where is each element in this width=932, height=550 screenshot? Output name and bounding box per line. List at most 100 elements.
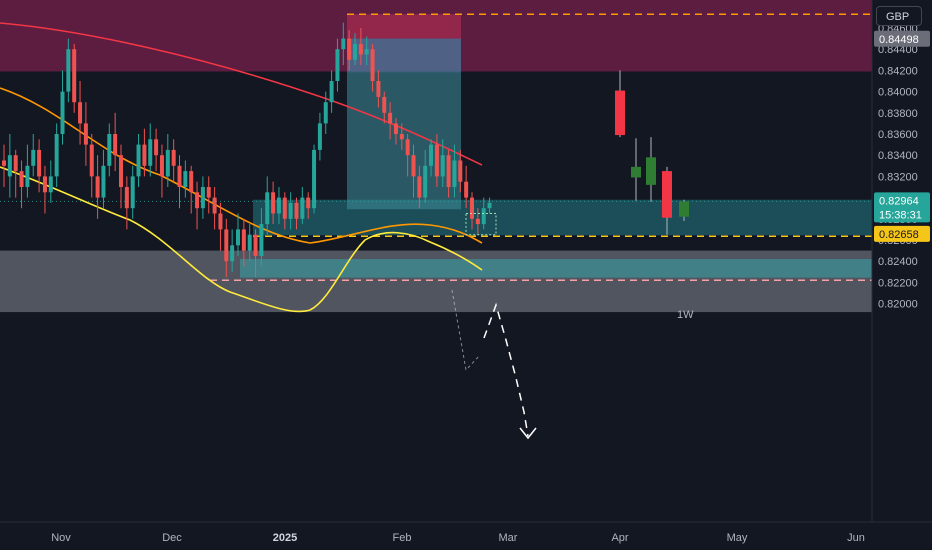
plot-area[interactable] — [0, 0, 872, 440]
price-tick: 0.82000 — [878, 299, 918, 311]
price-tick: 0.84000 — [878, 87, 918, 99]
daily-candle — [195, 192, 200, 209]
daily-candle — [470, 197, 474, 219]
daily-candle — [218, 213, 223, 230]
daily-candle — [107, 134, 112, 166]
projection-box — [465, 213, 497, 236]
ma-red-line — [0, 22, 483, 166]
short-stop-box — [347, 14, 461, 39]
daily-candle — [312, 149, 317, 209]
daily-candle — [282, 197, 287, 219]
projected-path — [483, 302, 529, 437]
daily-candle — [189, 171, 194, 193]
weekly-candle — [631, 166, 641, 178]
timeframe-label: 1W — [677, 309, 694, 321]
daily-candle — [78, 102, 83, 124]
daily-candle — [423, 165, 428, 198]
weekly-candle — [679, 201, 689, 217]
daily-candle — [411, 155, 416, 177]
daily-candle — [19, 171, 24, 187]
daily-candle — [54, 134, 59, 177]
daily-candle — [288, 202, 293, 219]
ma-orange-line — [0, 87, 483, 244]
daily-candle — [376, 81, 381, 97]
daily-candle — [323, 102, 328, 124]
daily-candle — [364, 49, 369, 55]
daily-candle — [347, 38, 352, 60]
daily-candle — [265, 192, 270, 225]
daily-candle — [183, 171, 188, 187]
daily-candle — [119, 155, 123, 187]
daily-candle — [124, 187, 129, 209]
daily-candle — [206, 187, 211, 198]
daily-candle — [42, 176, 47, 193]
daily-candle — [417, 176, 422, 198]
daily-candle — [429, 144, 434, 166]
currency-button[interactable]: GBP — [876, 6, 922, 26]
daily-candle — [230, 245, 235, 262]
weekly-candle — [662, 171, 672, 218]
daily-candle — [405, 139, 410, 156]
daily-candle — [200, 187, 205, 209]
daily-candle — [142, 144, 147, 166]
daily-candle — [487, 202, 492, 209]
daily-candle — [171, 149, 176, 166]
daily-candle — [89, 144, 94, 177]
time-tick: May — [727, 532, 748, 544]
time-tick: Mar — [499, 532, 518, 544]
daily-candle — [458, 160, 463, 182]
price-tick: 0.83800 — [878, 108, 918, 120]
time-axis[interactable]: Nov Dec 2025 Feb Mar Apr May Jun — [51, 532, 865, 544]
daily-candle — [83, 123, 88, 145]
daily-candle — [259, 224, 264, 256]
daily-candle — [475, 218, 480, 225]
price-tick: 0.84200 — [878, 65, 918, 77]
daily-candle — [399, 134, 404, 140]
daily-candle — [154, 139, 159, 156]
time-tick: Apr — [611, 532, 628, 544]
daily-candle — [66, 49, 71, 92]
last-price-label-bg — [874, 192, 930, 223]
daily-candle — [247, 234, 252, 251]
daily-candle — [388, 112, 393, 124]
daily-candle — [335, 49, 340, 81]
time-tick: Jun — [847, 532, 865, 544]
daily-candle — [60, 91, 65, 134]
daily-candle — [481, 208, 486, 225]
short-entry-overlap — [347, 38, 461, 73]
inner-demand-zone — [240, 259, 872, 278]
price-tick: 0.83400 — [878, 150, 918, 162]
daily-candle — [271, 192, 276, 214]
daily-candle — [113, 134, 118, 156]
daily-candle — [159, 155, 164, 177]
long-position-zone — [253, 199, 872, 236]
time-tick: 2025 — [273, 532, 297, 544]
time-tick: Nov — [51, 532, 71, 544]
time-tick: Feb — [393, 532, 412, 544]
daily-candle — [95, 176, 100, 198]
daily-candle — [7, 155, 12, 177]
price-labels: 0.84498 0.82964 15:38:31 0.82658 — [874, 30, 930, 242]
support-label: 0.82658 — [879, 229, 919, 241]
daily-candle — [2, 160, 6, 166]
daily-candle — [464, 181, 469, 198]
short-target-box — [347, 38, 461, 210]
daily-candle — [353, 43, 357, 60]
price-tick: 0.82400 — [878, 256, 918, 268]
daily-candle — [177, 165, 182, 187]
daily-candle — [317, 123, 322, 150]
ma-yellow-line — [0, 166, 483, 313]
daily-candle — [294, 202, 299, 219]
daily-candle — [440, 155, 445, 177]
weekly-candle — [615, 90, 625, 136]
last-price-label: 0.82964 — [879, 195, 919, 207]
daily-candle — [306, 197, 311, 209]
daily-candle — [130, 176, 135, 209]
price-tick: 0.84400 — [878, 44, 918, 56]
daily-candle — [31, 149, 36, 166]
daily-candle — [382, 96, 387, 113]
daily-candle — [253, 234, 258, 256]
price-tick: 0.83600 — [878, 129, 918, 141]
daily-candle — [446, 155, 451, 187]
